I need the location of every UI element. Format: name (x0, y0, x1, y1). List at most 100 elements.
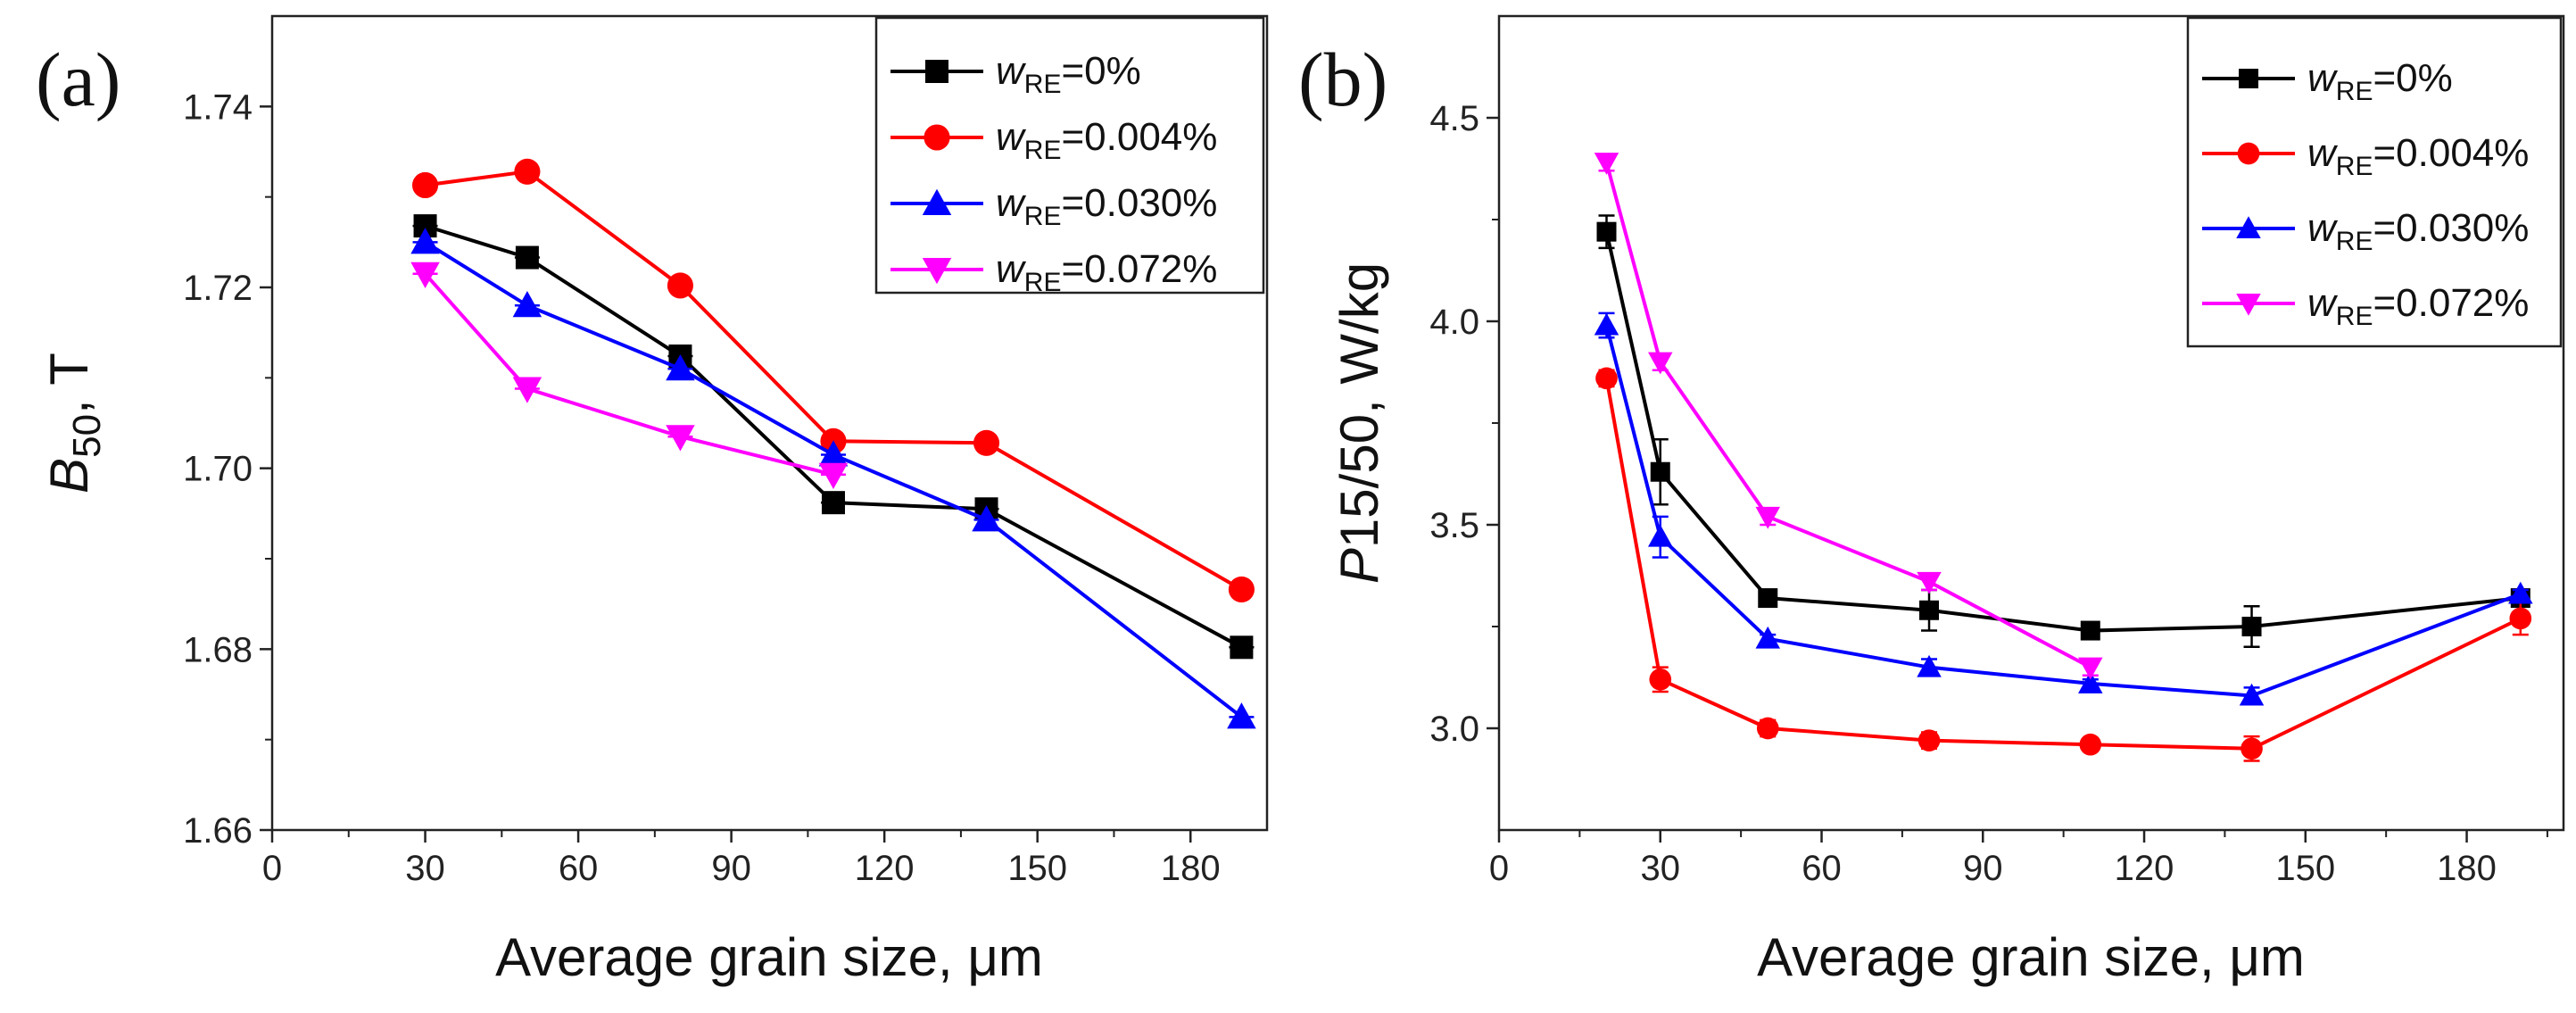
data-point (1595, 367, 1618, 390)
series-2 (1594, 311, 2533, 706)
y-tick-label: 1.72 (183, 269, 253, 308)
x-tick-label: 30 (405, 849, 445, 888)
data-point (818, 440, 849, 467)
legend-entry: wRE=0.030% (996, 181, 1217, 231)
data-point (821, 491, 845, 515)
x-axis-label: Average grain size, μm (495, 927, 1043, 987)
legend-marker (2239, 69, 2258, 88)
x-tick-label: 120 (2115, 849, 2174, 888)
data-point (2241, 737, 2263, 760)
series-line (424, 272, 834, 477)
series-3 (1594, 153, 2103, 680)
x-tick-label: 0 (262, 849, 282, 888)
series-line (1604, 378, 2522, 751)
series-line (1604, 325, 2522, 698)
legend: wRE=0% wRE=0.004% wRE=0.030% wRE=0.072% (874, 16, 1265, 297)
panel-b-chart: (b) 0 30 60 90 120 150 180 3.0 3.5 4.0 4.5 Average g… (1298, 14, 2565, 987)
legend-marker (2237, 142, 2260, 165)
data-point (973, 429, 1000, 456)
panel-a-chart: (a) 0 30 60 90 120 150 180 1.66 1.68 1.70 1.72 1.74 A… (36, 14, 1269, 987)
y-axis-label: B50, T (39, 353, 109, 494)
y-axis-label: P15/50, W/kg (1329, 262, 1389, 584)
plot-frame (270, 14, 1269, 832)
legend-marker (924, 124, 950, 151)
data-point (1755, 626, 1781, 649)
y-tick-label: 3.5 (1429, 506, 1479, 545)
data-point (1594, 153, 1619, 175)
y-tick-label: 1.74 (183, 87, 253, 127)
data-point (2509, 607, 2532, 630)
panel-label: (a) (36, 37, 120, 122)
x-tick-label: 150 (2275, 849, 2335, 888)
data-point (2080, 620, 2100, 641)
legend-marker (2236, 216, 2261, 238)
y-tick-label: 4.0 (1429, 303, 1479, 342)
data-point (515, 245, 539, 270)
data-point (1755, 506, 1781, 529)
data-point (1594, 312, 1619, 336)
x-axis-label: Average grain size, μm (1757, 927, 2305, 987)
data-point (2508, 581, 2533, 604)
x-tick-label: 0 (1489, 849, 1509, 888)
data-point (410, 262, 440, 289)
x-tick-label: 30 (1641, 849, 1681, 888)
series-3 (410, 262, 849, 490)
y-tick-label: 3.0 (1429, 710, 1479, 749)
data-point (667, 272, 693, 299)
data-point (1650, 461, 1670, 482)
data-point (411, 171, 439, 199)
y-tick-label: 1.68 (183, 630, 253, 669)
series-line (425, 170, 1243, 592)
x-tick-label: 180 (1161, 849, 1221, 888)
data-point (1758, 588, 1778, 609)
y-tick-label: 1.70 (183, 450, 253, 489)
data-point (1649, 668, 1672, 691)
data-point (512, 377, 543, 403)
data-point (1756, 717, 1779, 740)
series-line (1604, 162, 2091, 669)
series-0 (412, 214, 1255, 660)
data-point (410, 228, 440, 254)
series-1 (1595, 367, 2532, 762)
series-line (424, 240, 1243, 718)
data-point (1227, 702, 1256, 729)
legend-entry: wRE=0% (2307, 56, 2453, 106)
data-point (2079, 733, 2102, 756)
x-tick-label: 60 (1802, 849, 1842, 888)
data-point (972, 505, 1001, 532)
data-point (514, 158, 541, 185)
legend: wRE=0% wRE=0.004% wRE=0.030% wRE=0.072% (2186, 16, 2563, 348)
data-point (1918, 729, 1941, 751)
legend-marker (925, 60, 948, 83)
data-point (666, 353, 695, 381)
data-point (1596, 221, 1617, 242)
y-tick-label: 4.5 (1429, 99, 1479, 138)
legend-marker (922, 188, 952, 215)
series-line (424, 224, 1243, 650)
legend-marker (922, 258, 952, 285)
legend-entry: wRE=0.004% (996, 115, 1217, 165)
data-point (2239, 683, 2265, 706)
x-tick-label: 60 (559, 849, 599, 888)
data-point (818, 462, 849, 490)
x-tick-label: 90 (1963, 849, 2003, 888)
x-tick-label: 180 (2437, 849, 2497, 888)
x-tick-label: 120 (855, 849, 915, 888)
panel-label: (b) (1298, 37, 1387, 122)
y-tick-label: 1.66 (183, 811, 253, 851)
series-1 (411, 158, 1255, 603)
data-point (512, 291, 543, 318)
data-point (1917, 654, 1942, 677)
legend-entry: wRE=0% (996, 49, 1141, 99)
data-point (666, 425, 695, 452)
legend-entry: wRE=0.072% (996, 247, 1217, 297)
data-point (2078, 657, 2103, 680)
x-tick-label: 90 (711, 849, 751, 888)
legend-entry: wRE=0.004% (2307, 131, 2529, 181)
series-2 (410, 228, 1256, 729)
data-point (1228, 576, 1255, 603)
legend-entry: wRE=0.072% (2307, 281, 2529, 331)
data-point (2241, 617, 2262, 636)
data-point (1648, 524, 1673, 547)
